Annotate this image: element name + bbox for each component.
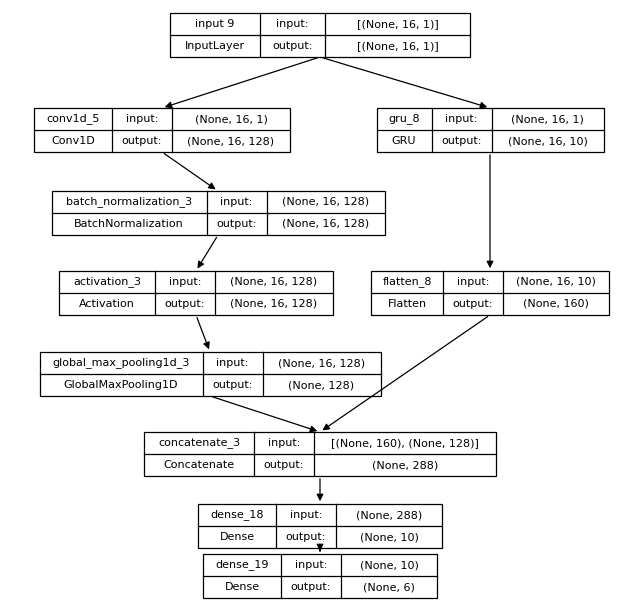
Text: Dense: Dense bbox=[220, 532, 255, 542]
Text: Conv1D: Conv1D bbox=[51, 136, 95, 146]
Text: output:: output: bbox=[291, 582, 331, 592]
Text: (None, 16, 128): (None, 16, 128) bbox=[188, 136, 275, 146]
Text: BatchNormalization: BatchNormalization bbox=[74, 219, 184, 229]
Text: (None, 16, 10): (None, 16, 10) bbox=[508, 136, 588, 146]
Text: InputLayer: InputLayer bbox=[185, 41, 245, 51]
Text: output:: output: bbox=[442, 136, 482, 146]
Text: dense_19: dense_19 bbox=[215, 559, 269, 570]
Text: Activation: Activation bbox=[79, 299, 135, 309]
Text: [(None, 16, 1)]: [(None, 16, 1)] bbox=[356, 41, 438, 51]
Text: GRU: GRU bbox=[392, 136, 416, 146]
Text: input:: input: bbox=[457, 277, 489, 287]
Text: concatenate_3: concatenate_3 bbox=[158, 437, 240, 448]
Text: output:: output: bbox=[286, 532, 326, 542]
Text: output:: output: bbox=[122, 136, 162, 146]
Text: Dense: Dense bbox=[225, 582, 260, 592]
Text: input 9: input 9 bbox=[195, 19, 235, 29]
Text: input:: input: bbox=[220, 197, 253, 207]
Text: output:: output: bbox=[264, 460, 304, 470]
Text: input:: input: bbox=[169, 277, 201, 287]
Text: [(None, 160), (None, 128)]: [(None, 160), (None, 128)] bbox=[331, 438, 479, 448]
Text: GlobalMaxPooling1D: GlobalMaxPooling1D bbox=[64, 380, 179, 390]
Text: (None, 10): (None, 10) bbox=[360, 560, 419, 570]
Bar bbox=[203, 554, 437, 598]
Text: output:: output: bbox=[272, 41, 313, 51]
Bar bbox=[51, 191, 385, 235]
Bar bbox=[59, 271, 333, 315]
Text: input:: input: bbox=[290, 510, 322, 520]
Bar bbox=[40, 352, 381, 396]
Bar bbox=[170, 13, 470, 57]
Text: (None, 288): (None, 288) bbox=[372, 460, 438, 470]
Text: output:: output: bbox=[165, 299, 205, 309]
Text: (None, 16, 10): (None, 16, 10) bbox=[516, 277, 596, 287]
Text: (None, 16, 128): (None, 16, 128) bbox=[282, 197, 369, 207]
Text: batch_normalization_3: batch_normalization_3 bbox=[66, 196, 192, 207]
Bar bbox=[198, 504, 442, 548]
Text: input:: input: bbox=[445, 114, 477, 124]
Text: output:: output: bbox=[216, 219, 257, 229]
Text: (None, 288): (None, 288) bbox=[356, 510, 422, 520]
Text: (None, 160): (None, 160) bbox=[523, 299, 589, 309]
Text: (None, 16, 128): (None, 16, 128) bbox=[282, 219, 369, 229]
Text: (None, 10): (None, 10) bbox=[360, 532, 419, 542]
Text: conv1d_5: conv1d_5 bbox=[46, 113, 100, 124]
Text: activation_3: activation_3 bbox=[73, 276, 141, 287]
Text: input:: input: bbox=[295, 560, 327, 570]
Bar bbox=[376, 108, 604, 152]
Text: Concatenate: Concatenate bbox=[163, 460, 235, 470]
Text: global_max_pooling1d_3: global_max_pooling1d_3 bbox=[52, 357, 189, 368]
Text: input:: input: bbox=[216, 358, 249, 368]
Text: Flatten: Flatten bbox=[387, 299, 427, 309]
Text: dense_18: dense_18 bbox=[211, 509, 264, 520]
Text: gru_8: gru_8 bbox=[388, 113, 420, 124]
Text: input:: input: bbox=[268, 438, 300, 448]
Text: (None, 16, 128): (None, 16, 128) bbox=[230, 277, 317, 287]
Text: output:: output: bbox=[212, 380, 253, 390]
Bar bbox=[371, 271, 609, 315]
Text: (None, 16, 128): (None, 16, 128) bbox=[278, 358, 365, 368]
Bar bbox=[34, 108, 290, 152]
Text: [(None, 16, 1)]: [(None, 16, 1)] bbox=[356, 19, 438, 29]
Text: (None, 16, 1): (None, 16, 1) bbox=[195, 114, 268, 124]
Text: (None, 16, 1): (None, 16, 1) bbox=[511, 114, 584, 124]
Text: flatten_8: flatten_8 bbox=[382, 276, 432, 287]
Text: (None, 128): (None, 128) bbox=[289, 380, 355, 390]
Text: input:: input: bbox=[276, 19, 308, 29]
Text: (None, 6): (None, 6) bbox=[363, 582, 415, 592]
Bar bbox=[144, 432, 496, 476]
Text: output:: output: bbox=[453, 299, 493, 309]
Text: input:: input: bbox=[126, 114, 158, 124]
Text: (None, 16, 128): (None, 16, 128) bbox=[230, 299, 317, 309]
